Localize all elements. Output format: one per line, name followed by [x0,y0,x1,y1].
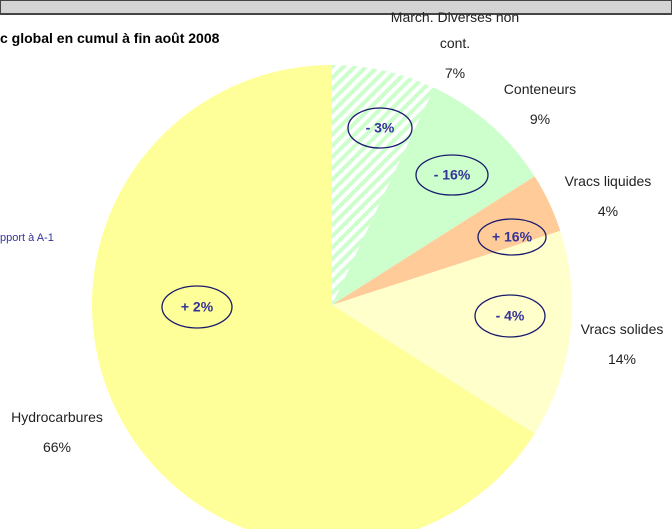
change-label: - 3% [366,120,395,136]
change-ellipse [347,107,413,149]
pie-slice [332,230,572,434]
pie-slice [92,65,535,529]
note: pport à A-1 [0,232,54,244]
change-label: + 16% [492,229,533,245]
change-label: + 2% [181,299,214,315]
slice-label: Vracs liquides [564,173,652,189]
pie-slice [332,176,561,305]
slice-label: Hydrocarbures [11,409,103,425]
change-ellipse [474,294,546,338]
slice-label: March. Diverses non cont. [390,9,520,51]
slice-value: 14% [607,351,637,367]
change-ellipse [161,285,233,329]
slice-value: 4% [597,203,619,219]
change-ellipse [415,154,489,196]
slice-label: Vracs solides [580,321,664,337]
slice-value: 9% [529,111,551,127]
slice-value: 66% [42,439,72,455]
change-label: - 4% [496,308,525,324]
change-label: - 16% [434,167,471,183]
slice-label: Conteneurs [503,81,577,97]
pie-slice [332,87,535,305]
header-bar [0,0,672,15]
pie-slice [332,65,435,305]
chart-title: c global en cumul à fin août 2008 [0,30,220,46]
slice-value: 7% [444,65,466,81]
change-ellipse [477,218,547,256]
